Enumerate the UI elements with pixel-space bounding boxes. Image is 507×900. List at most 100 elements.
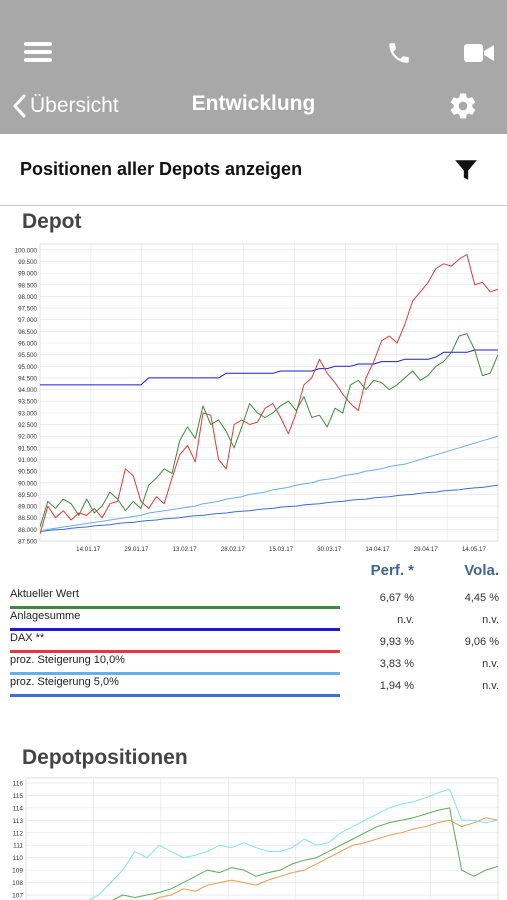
depot-chart: 87.500 88.000 88.500 89.000 89.500 90.000 90.5… [15, 243, 499, 553]
phone-icon[interactable] [382, 36, 416, 70]
gear-icon[interactable] [446, 89, 480, 123]
series-line-aktueller-wert [40, 333, 498, 528]
y-tick-label: 95.500 [18, 352, 37, 359]
header-perf: Perf. * [370, 562, 414, 579]
legend-perf-value: 3,83 % [379, 658, 414, 670]
legend-color-line [10, 606, 340, 609]
x-tick-label: 14.01.17 [76, 546, 101, 553]
y-tick-label: 88.000 [18, 527, 37, 534]
y-tick-label: 92.500 [18, 422, 37, 429]
chevron-left-icon [13, 94, 26, 118]
x-tick-label: 29.04.17 [414, 546, 439, 553]
header-vola: Vola. [464, 562, 499, 579]
y-tick-label: 95.000 [18, 364, 37, 371]
series-line-dax- [40, 254, 498, 535]
y-tick-label: 115 [13, 793, 24, 800]
y-tick-label: 92.000 [18, 434, 37, 441]
series-line [111, 807, 498, 900]
y-tick-label: 98.500 [18, 282, 37, 289]
y-tick-label: 91.500 [18, 445, 37, 452]
legend-color-line [10, 672, 340, 675]
series-group [87, 788, 498, 900]
y-tick-label: 97.500 [18, 306, 37, 313]
plot-area [25, 777, 499, 900]
y-tick-label: 93.500 [18, 399, 37, 406]
series-line [153, 817, 498, 900]
legend-series-name: proz. Steigerung 10,0% [10, 654, 125, 666]
y-tick-label: 96.500 [18, 329, 37, 336]
back-label: Übersicht [30, 94, 119, 117]
legend-perf-value: n.v. [397, 614, 414, 626]
y-tick-label: 99.500 [18, 259, 37, 266]
legend-series-name: Aktueller Wert [10, 588, 79, 600]
y-tick-label: 94.500 [18, 375, 37, 382]
x-tick-label: 13.02.17 [173, 546, 198, 553]
section-title-depot: Depot [22, 210, 82, 233]
y-tick-label: 114 [13, 805, 24, 812]
page-title: Entwicklung [191, 92, 316, 115]
legend-series-name: proz. Steigerung 5,0% [10, 676, 119, 688]
y-tick-label: 96.000 [18, 341, 37, 348]
y-tick-label: 89.500 [18, 492, 37, 499]
legend-row: Aktueller Wert 6,67 % 4,45 % [10, 588, 500, 610]
y-tick-label: 97.000 [18, 317, 37, 324]
x-tick-label: 14.04.17 [365, 546, 390, 553]
y-tick-label: 109 [12, 868, 23, 875]
legend-vola-value: 9,06 % [464, 636, 499, 648]
y-tick-label: 111 [13, 843, 23, 850]
y-tick-label: 90.500 [18, 469, 37, 476]
legend-series-name: DAX ** [10, 632, 45, 644]
filter-row[interactable]: Positionen aller Depots anzeigen [0, 134, 507, 206]
series-line-proz-steigerung-10-0- [40, 435, 498, 533]
legend-vola-value: n.v. [482, 658, 499, 670]
y-tick-label: 87.500 [18, 539, 37, 546]
y-tick-label: 94.000 [18, 387, 37, 394]
series-line [87, 788, 498, 900]
legend-color-line [10, 628, 340, 631]
legend-series-name: Anlagesumme [10, 610, 81, 622]
y-tick-label: 112 [13, 830, 24, 837]
video-icon[interactable] [462, 38, 496, 68]
legend-row: Anlagesumme n.v. n.v. [10, 610, 500, 632]
series-line-anlagesumme [40, 349, 498, 386]
legend-perf-value: 9,93 % [379, 636, 414, 648]
y-tick-label: 100.000 [15, 247, 38, 254]
x-tick-label: 29.01.17 [124, 546, 149, 553]
y-tick-label: 113 [13, 818, 24, 825]
x-tick-label: 15.03.17 [269, 546, 294, 553]
depotpositionen-chart: 107 108 109 110 111 112 113 114 115 116 [12, 777, 499, 900]
y-tick-label: 93.000 [18, 410, 37, 417]
y-tick-label: 107 [12, 893, 23, 900]
legend-color-line [10, 650, 340, 653]
y-tick-label: 110 [13, 855, 24, 862]
y-tick-label: 91.000 [18, 457, 37, 464]
y-tick-label: 108 [12, 880, 23, 887]
filter-icon[interactable] [450, 154, 482, 186]
section-title-depotpositionen: Depotpositionen [22, 746, 188, 769]
plot-area [39, 243, 499, 542]
menu-icon[interactable] [22, 38, 54, 66]
y-tick-label: 98.000 [18, 294, 37, 301]
legend-perf-value: 1,94 % [379, 680, 414, 692]
y-tick-label: 88.500 [18, 515, 37, 522]
back-button[interactable]: Übersicht [12, 88, 119, 124]
series-line-proz-steigerung-5-0- [40, 484, 498, 533]
y-tick-label: 99.000 [18, 271, 37, 278]
x-tick-label: 30.03.17 [317, 546, 342, 553]
x-tick-label: 14.05.17 [462, 546, 487, 553]
legend-vola-value: n.v. [482, 680, 499, 692]
y-tick-label: 90.000 [18, 480, 37, 487]
x-tick-label: 28.02.17 [221, 546, 246, 553]
legend-row: DAX ** 9,93 % 9,06 % [10, 632, 500, 654]
app-header: Übersicht Entwicklung [0, 0, 507, 134]
legend-color-line [10, 694, 340, 697]
legend-row: proz. Steigerung 10,0% 3,83 % n.v. [10, 654, 500, 676]
legend-vola-value: 4,45 % [464, 592, 499, 604]
legend-perf-value: 6,67 % [379, 592, 414, 604]
legend-vola-value: n.v. [482, 614, 499, 626]
series-group [40, 254, 498, 535]
legend-row: proz. Steigerung 5,0% 1,94 % n.v. [10, 676, 500, 698]
y-tick-label: 89.000 [18, 504, 37, 511]
y-tick-label: 116 [13, 780, 24, 787]
filter-label: Positionen aller Depots anzeigen [20, 159, 303, 179]
